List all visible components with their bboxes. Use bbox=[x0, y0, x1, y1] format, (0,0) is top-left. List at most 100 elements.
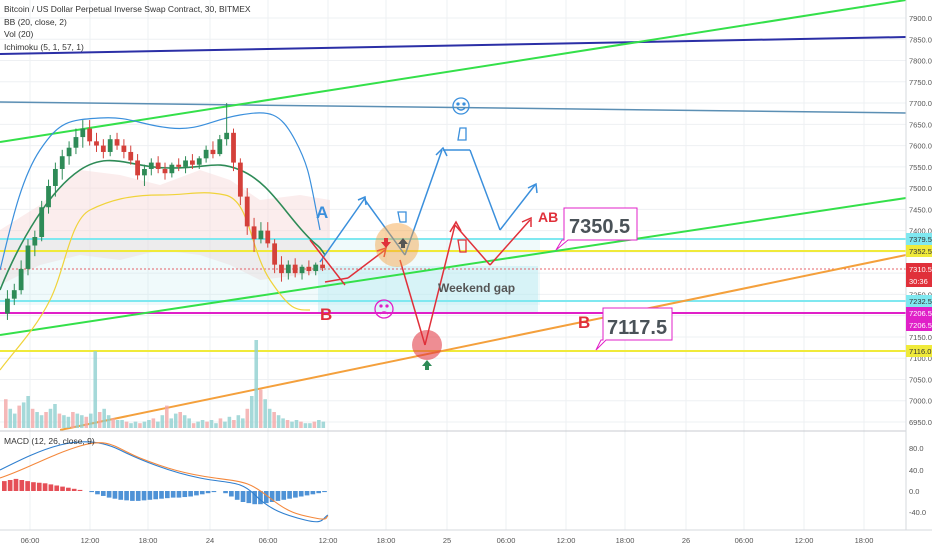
price-tick-label: 7900.0 bbox=[909, 14, 932, 23]
candle-body bbox=[183, 160, 188, 167]
macd-hist-bar bbox=[130, 491, 135, 501]
candle-body bbox=[320, 264, 325, 269]
volume-bar bbox=[71, 412, 75, 428]
volume-bar bbox=[8, 408, 13, 428]
candle-body bbox=[128, 151, 134, 161]
volume-bar bbox=[12, 413, 17, 428]
volume-bar bbox=[281, 418, 285, 428]
volume-bar bbox=[138, 423, 142, 428]
candle-body bbox=[114, 139, 120, 146]
volume-bar bbox=[57, 413, 62, 428]
candle-body bbox=[100, 145, 106, 152]
price-label-text: 7352.5 bbox=[909, 247, 932, 256]
legend-bb: BB (20, close, 2) bbox=[4, 16, 67, 27]
candle-body bbox=[176, 164, 182, 167]
macd-tick-label: 80.0 bbox=[909, 444, 924, 453]
candle-body bbox=[313, 264, 319, 272]
macd-hist-bar bbox=[263, 491, 269, 504]
macd-hist-bar bbox=[304, 491, 310, 496]
candles bbox=[5, 103, 325, 320]
time-tick-label: 12:00 bbox=[319, 536, 338, 545]
volume-bar bbox=[133, 421, 138, 428]
candle-body bbox=[107, 139, 113, 152]
volume-bar bbox=[205, 421, 209, 428]
volume-bar bbox=[272, 412, 276, 428]
macd-hist-bar bbox=[258, 491, 263, 505]
blue-trendline bbox=[0, 36, 907, 55]
macd-hist-bar bbox=[100, 491, 106, 496]
macd-axis: 80.0 40.0 0.0 -40.0 bbox=[909, 444, 926, 517]
volume-bar bbox=[88, 413, 93, 428]
price-tick-label: 7600.0 bbox=[909, 142, 932, 151]
price-label-text: 7310.5 bbox=[909, 265, 932, 274]
volume-bar bbox=[147, 420, 151, 428]
macd-hist-bar bbox=[322, 491, 327, 493]
volume-bar bbox=[97, 412, 102, 428]
volume-bar bbox=[191, 423, 196, 428]
price-label-tag bbox=[906, 345, 932, 357]
volume-bar bbox=[30, 408, 35, 428]
macd-hist-bar bbox=[141, 491, 147, 501]
volume-bar bbox=[84, 416, 89, 428]
macd-hist-bar bbox=[316, 491, 322, 494]
bb-lower bbox=[0, 192, 311, 371]
volume-bar bbox=[308, 423, 312, 428]
macd-hist-bar bbox=[153, 491, 159, 500]
volume-bar bbox=[285, 420, 290, 428]
volume-bar bbox=[26, 396, 30, 428]
candle-body bbox=[52, 168, 58, 186]
volume-bar bbox=[178, 412, 182, 428]
volume-bar bbox=[294, 420, 299, 428]
price-tick-label: 7400.0 bbox=[909, 227, 932, 236]
candle-body bbox=[5, 298, 10, 314]
candle-body bbox=[237, 162, 243, 197]
volume-bar bbox=[102, 408, 106, 428]
macd-hist-bar bbox=[31, 482, 36, 491]
price-tick-label: 7000.0 bbox=[909, 397, 932, 406]
macd-hist-bar bbox=[310, 491, 316, 495]
candle-body bbox=[66, 147, 72, 157]
macd-hist-bar bbox=[223, 491, 228, 494]
candle-body bbox=[224, 132, 230, 140]
volume-bar bbox=[303, 423, 308, 428]
price-label-tag bbox=[906, 233, 932, 245]
macd-hist-bar bbox=[246, 491, 252, 504]
volume-bar bbox=[182, 415, 187, 428]
candle-body bbox=[121, 145, 127, 152]
volume-bar bbox=[111, 418, 115, 428]
candle-body bbox=[169, 164, 175, 174]
legend-symbol: Bitcoin / US Dollar Perpetual Inverse Sw… bbox=[4, 4, 251, 14]
time-tick-label: 06:00 bbox=[21, 536, 40, 545]
volume-bar bbox=[4, 399, 8, 428]
price-label-text: 7206.5 bbox=[909, 321, 932, 330]
volume-bar bbox=[53, 404, 57, 428]
macd-hist-bar bbox=[211, 491, 217, 493]
time-tick-label: 18:00 bbox=[377, 536, 396, 545]
candle-body bbox=[190, 160, 195, 165]
wave-label-ab: AB bbox=[538, 209, 558, 225]
candle-body bbox=[231, 132, 236, 163]
candle-body bbox=[162, 168, 168, 174]
price-tick-label: 7150.0 bbox=[909, 333, 932, 342]
candle-body bbox=[279, 264, 284, 274]
time-tick-label: 12:00 bbox=[557, 536, 576, 545]
candle-body bbox=[39, 207, 45, 238]
price-label-text: 7232.5 bbox=[909, 297, 932, 306]
volume-bar bbox=[214, 423, 218, 428]
volume-bar bbox=[169, 418, 174, 428]
price-tick-label: 7700.0 bbox=[909, 99, 932, 108]
macd-hist-bar bbox=[118, 491, 124, 500]
candle-body bbox=[80, 128, 86, 138]
macd-hist-bar bbox=[89, 491, 94, 493]
macd-hist-bar bbox=[188, 491, 193, 497]
blue-projection bbox=[319, 146, 538, 263]
volume-bar bbox=[290, 421, 294, 428]
candle-body bbox=[155, 162, 161, 169]
chart-legend: Bitcoin / US Dollar Perpetual Inverse Sw… bbox=[4, 3, 251, 53]
macd-hist-bar bbox=[287, 491, 292, 499]
volume-bar bbox=[75, 413, 80, 428]
volume-bar bbox=[151, 418, 156, 428]
volume-bar bbox=[263, 399, 267, 428]
volume-bar bbox=[223, 421, 227, 428]
